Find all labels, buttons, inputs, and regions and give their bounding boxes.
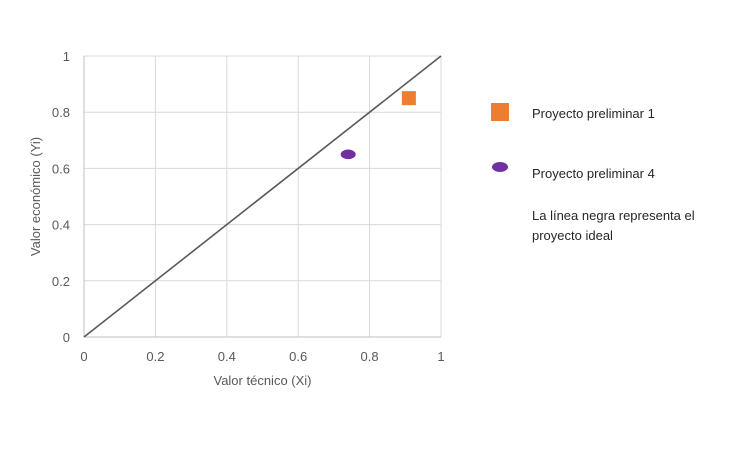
ideal-project-line (83, 55, 442, 338)
y-tick-label: 1 (63, 49, 70, 64)
x-tick-label: 0 (80, 349, 87, 364)
x-tick-label: 0.6 (289, 349, 307, 364)
tick-labels: 0 0.2 0.4 0.6 0.8 1 0 0.2 0.4 0.6 0.8 1 (52, 49, 445, 364)
legend-item-series-1: Proyecto preliminar 1 (490, 100, 730, 124)
x-tick-label: 0.8 (361, 349, 379, 364)
axes (83, 56, 441, 338)
data-point-series-1 (401, 91, 416, 106)
y-tick-label: 0.8 (52, 105, 70, 120)
legend-note: La línea negra representa el proyecto id… (532, 208, 695, 243)
legend: Proyecto preliminar 1 Proyecto prelimina… (490, 100, 730, 260)
x-tick-label: 1 (437, 349, 444, 364)
y-axis-title: Valor económico (Yi) (28, 137, 43, 256)
y-tick-label: 0.2 (52, 274, 70, 289)
x-tick-label: 0.2 (146, 349, 164, 364)
legend-label-series-1: Proyecto preliminar 1 (532, 106, 655, 121)
x-axis-title: Valor técnico (Xi) (213, 373, 311, 388)
data-points (340, 91, 416, 160)
y-tick-label: 0.4 (52, 218, 70, 233)
data-point-series-2 (340, 149, 356, 160)
y-tick-label: 0.6 (52, 161, 70, 176)
x-tick-label: 0.4 (218, 349, 236, 364)
legend-item-series-2: Proyecto preliminar 4 (490, 160, 730, 184)
ellipse-marker-icon (492, 162, 508, 172)
square-marker-icon (491, 103, 509, 121)
y-tick-label: 0 (63, 330, 70, 345)
legend-label-series-2: Proyecto preliminar 4 (532, 166, 655, 181)
ideal-line (83, 55, 442, 338)
